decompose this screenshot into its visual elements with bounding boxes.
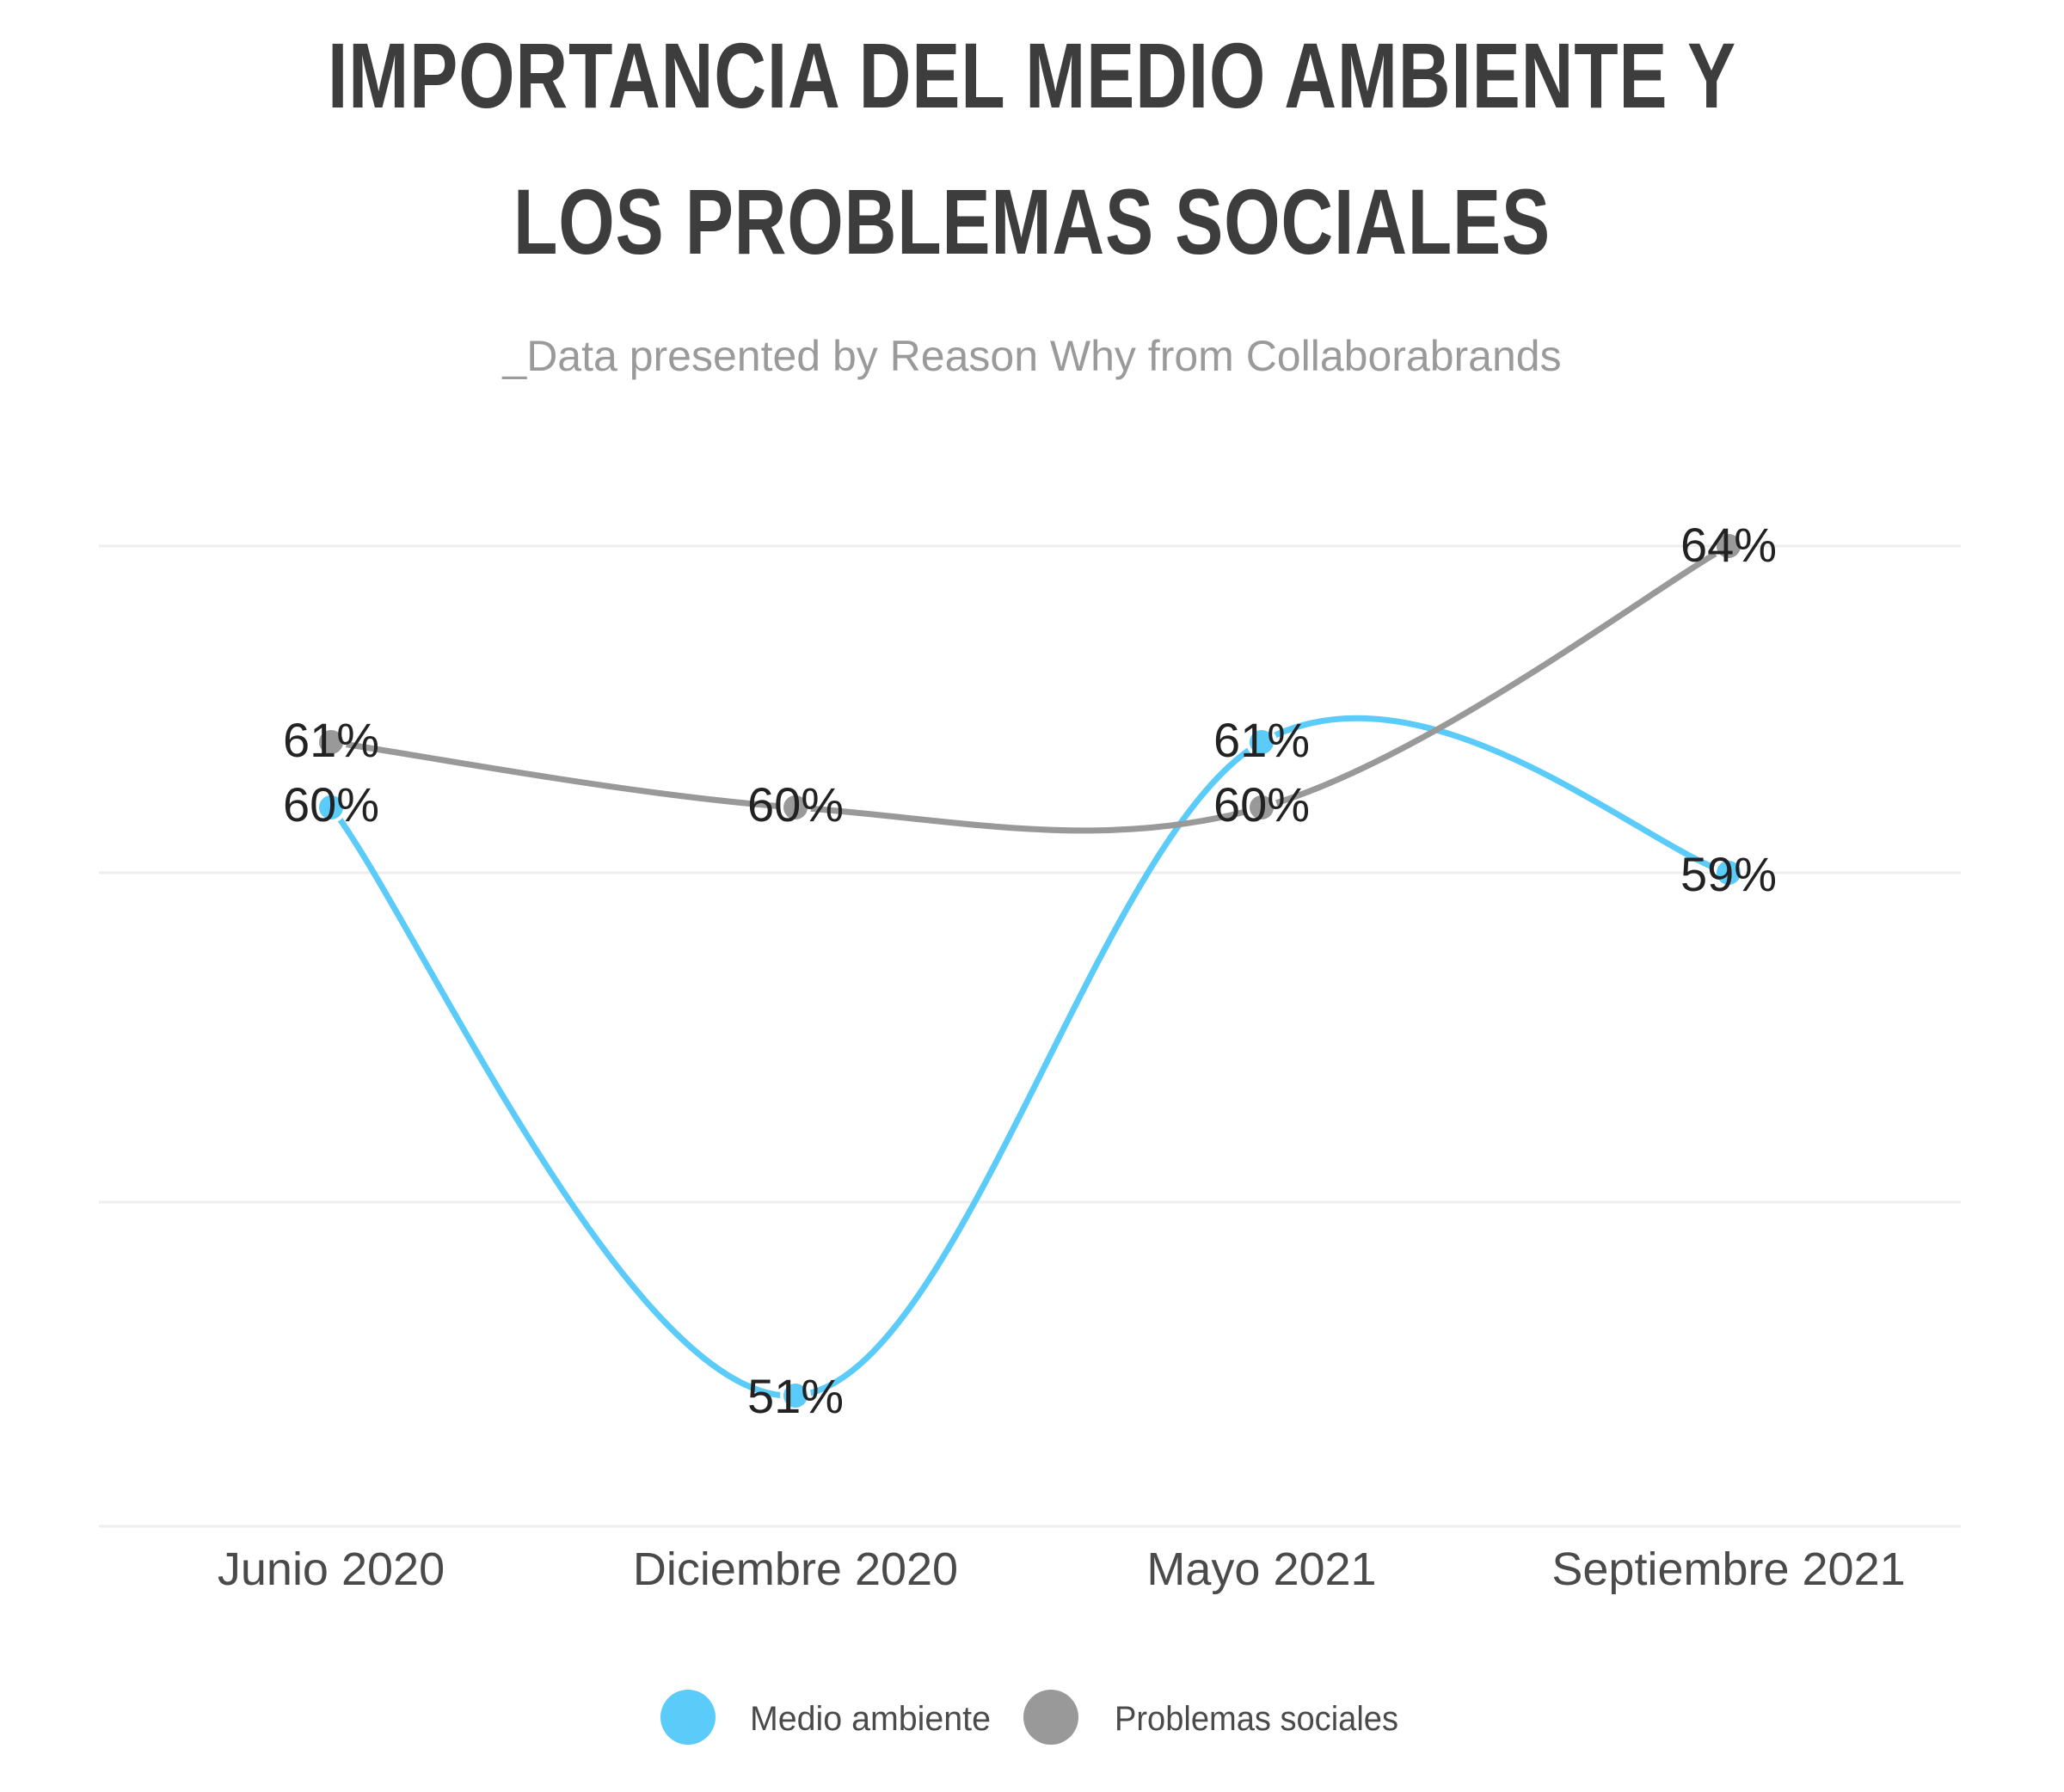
x-tick-label: Mayo 2021: [1146, 1543, 1376, 1595]
line-problemas-sociales: [328, 543, 1732, 834]
data-label-problemas-sociales: 64%: [1680, 518, 1777, 572]
x-tick-label: Septiembre 2021: [1551, 1543, 1905, 1595]
data-label-medio-ambiente: 61%: [283, 713, 379, 767]
point-medio-ambiente: [316, 792, 347, 823]
chart-subtitle: _Data presented by Reason Why from Colla…: [502, 332, 1562, 380]
point-medio-ambiente: [1246, 727, 1277, 758]
data-label-problemas-sociales: 60%: [747, 777, 844, 832]
series-points: [316, 531, 1744, 1411]
data-label-medio-ambiente: 59%: [1680, 847, 1777, 901]
data-label-problemas-sociales: 60%: [283, 777, 379, 832]
legend-item-medio-ambiente[interactable]: Medio ambiente: [660, 1690, 991, 1745]
x-axis: Junio 2020 Diciembre 2020 Mayo 2021 Septiem…: [218, 1543, 1906, 1595]
title-line-1: IMPORTANCIA DEL MEDIO AMBIENTE Y: [327, 23, 1737, 127]
legend-item-problemas-sociales[interactable]: Problemas sociales: [1023, 1690, 1398, 1745]
point-problemas-sociales: [780, 792, 811, 823]
data-labels: 61% 51% 61% 59% 60% 60% 60% 64%: [283, 518, 1777, 1423]
title-line-2: LOS PROBLEMAS SOCIALES: [513, 169, 1551, 273]
legend-marker: [1023, 1690, 1078, 1745]
data-label-medio-ambiente: 51%: [747, 1369, 844, 1423]
gridlines: [99, 544, 1961, 1528]
point-problemas-sociales: [1713, 531, 1744, 562]
point-medio-ambiente: [1713, 857, 1744, 888]
point-problemas-sociales: [1246, 792, 1277, 823]
legend: Medio ambiente Problemas sociales: [660, 1690, 1398, 1745]
x-tick-label: Junio 2020: [218, 1543, 445, 1595]
data-label-problemas-sociales: 60%: [1213, 777, 1310, 832]
point-medio-ambiente: [780, 1380, 811, 1411]
legend-marker: [660, 1690, 716, 1745]
x-tick-label: Diciembre 2020: [633, 1543, 958, 1595]
point-problemas-sociales: [316, 727, 347, 758]
legend-label: Problemas sociales: [1115, 1700, 1398, 1738]
data-label-medio-ambiente: 61%: [1213, 713, 1310, 767]
line-medio-ambiente: [328, 715, 1732, 1399]
legend-label: Medio ambiente: [750, 1700, 991, 1738]
series-lines: [328, 543, 1732, 1399]
